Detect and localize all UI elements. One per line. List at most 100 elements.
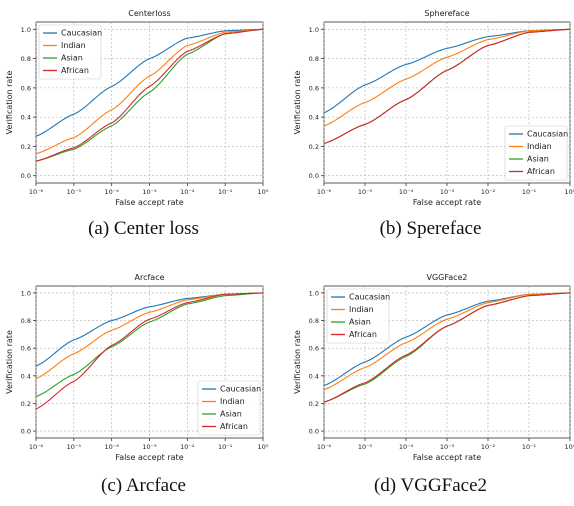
x-tick-label: 10⁻¹: [522, 443, 537, 451]
x-tick-label: 10⁻³: [142, 443, 157, 451]
y-tick-label: 0.4: [309, 372, 319, 380]
legend-label: Indian: [220, 397, 245, 406]
y-tick-label: 0.8: [309, 317, 319, 325]
x-tick-label: 10⁰: [565, 443, 574, 451]
y-tick-label: 1.0: [309, 26, 319, 34]
x-tick-label: 10⁻⁴: [399, 443, 414, 451]
x-tick-label: 10⁻³: [440, 188, 455, 196]
series-line-african: [323, 292, 571, 403]
y-tick-label: 0.4: [21, 372, 31, 380]
caption-d: (d) VGGFace2: [373, 475, 488, 496]
x-tick-label: 10⁻²: [180, 188, 195, 196]
y-tick-label: 0.8: [21, 55, 31, 63]
legend-box: [197, 380, 261, 436]
series-line-asian: [35, 292, 264, 398]
series-line-caucasian: [35, 28, 264, 137]
legend-label: Indian: [349, 305, 374, 314]
x-tick-label: 10⁻⁴: [105, 188, 120, 196]
legend-label: African: [61, 66, 89, 75]
series-line-african: [35, 292, 264, 410]
caption-c: (c) Arcface: [101, 475, 186, 496]
x-tick-label: 10⁻³: [440, 443, 455, 451]
y-axis-label: Verification rate: [293, 330, 302, 394]
x-tick-label: 10⁻⁴: [399, 188, 414, 196]
x-tick-label: 10⁻²: [180, 443, 195, 451]
legend-box: [326, 288, 390, 344]
y-tick-label: 0.4: [309, 114, 319, 122]
x-tick-label: 10⁻⁶: [317, 443, 332, 451]
legend-box: [38, 24, 102, 80]
series-line-indian: [323, 292, 571, 391]
legend-label: Asian: [61, 54, 83, 63]
legend-label: African: [220, 422, 248, 431]
series-line-indian: [35, 28, 264, 155]
caption-a: (a) Center loss: [88, 218, 199, 239]
y-tick-label: 0.8: [309, 55, 319, 63]
y-tick-label: 0.6: [309, 345, 319, 353]
legend-label: Asian: [349, 318, 371, 327]
y-tick-label: 0.6: [21, 84, 31, 92]
y-axis-label: Verification rate: [5, 71, 14, 135]
y-tick-label: 0.2: [21, 400, 31, 408]
y-tick-label: 0.8: [21, 317, 31, 325]
y-axis-label: Verification rate: [5, 330, 14, 394]
chart-panel-2: 10⁻⁶ 10⁻⁵ 10⁻⁴ 10⁻³ 10⁻² 10⁻¹ 10⁰ 0.0 0.2 0.4 0.6 0…: [293, 9, 574, 207]
chart-title: Arcface: [134, 273, 164, 282]
x-tick-label: 10⁻¹: [218, 188, 233, 196]
y-tick-label: 0.0: [309, 172, 319, 180]
legend-label: Indian: [527, 142, 552, 151]
x-axis-label: False accept rate: [115, 198, 183, 207]
caption-b: (b) Spereface: [379, 218, 482, 239]
legend: Caucasian Indian Asian African: [326, 288, 390, 344]
x-tick-label: 10⁻⁶: [29, 443, 44, 451]
y-tick-label: 0.0: [309, 428, 319, 436]
y-tick-label: 1.0: [21, 289, 31, 297]
x-tick-label: 10⁻²: [481, 188, 496, 196]
y-axis-label: Verification rate: [293, 71, 302, 135]
y-tick-label: 0.6: [309, 84, 319, 92]
x-tick-label: 10⁰: [258, 188, 269, 196]
series-line-indian: [323, 28, 571, 127]
x-tick-label: 10⁻³: [142, 188, 157, 196]
y-tick-label: 0.2: [309, 143, 319, 151]
legend-label: Caucasian: [61, 29, 102, 38]
y-tick-label: 0.6: [21, 345, 31, 353]
chart-title: VGGFace2: [426, 273, 467, 282]
chart-title: Sphereface: [424, 9, 469, 18]
chart-title: Centerloss: [128, 9, 170, 18]
legend-label: Indian: [61, 41, 86, 50]
chart-panel-3: 10⁻⁶ 10⁻⁵ 10⁻⁴ 10⁻³ 10⁻² 10⁻¹ 10⁰ 0.0 0.2 0.4 0.6 0…: [5, 273, 269, 462]
legend-label: African: [349, 330, 377, 339]
legend-label: African: [527, 167, 555, 176]
y-tick-label: 1.0: [309, 289, 319, 297]
chart-panel-1: 10⁻⁶ 10⁻⁵ 10⁻⁴ 10⁻³ 10⁻² 10⁻¹ 10⁰ 0.0 0.2 0.4 0.6 0…: [5, 9, 269, 207]
x-tick-label: 10⁻⁵: [358, 188, 373, 196]
y-tick-label: 0.0: [21, 172, 31, 180]
legend-label: Asian: [527, 155, 549, 164]
legend: Caucasian Indian Asian African: [38, 24, 102, 80]
x-tick-label: 10⁻¹: [522, 188, 537, 196]
legend: Caucasian Indian Asian African: [197, 380, 261, 436]
x-tick-label: 10⁻⁴: [105, 443, 120, 451]
y-tick-label: 0.4: [21, 114, 31, 122]
x-tick-label: 10⁻⁵: [67, 188, 82, 196]
legend: Caucasian Indian Asian African: [504, 125, 568, 181]
x-axis-label: False accept rate: [413, 198, 481, 207]
x-tick-label: 10⁻⁶: [317, 188, 332, 196]
legend-box: [504, 125, 568, 181]
x-tick-label: 10⁻⁶: [29, 188, 44, 196]
x-tick-label: 10⁻²: [481, 443, 496, 451]
legend-label: Caucasian: [527, 130, 568, 139]
x-axis-label: False accept rate: [115, 453, 183, 462]
x-tick-label: 10⁻¹: [218, 443, 233, 451]
chart-panel-4: 10⁻⁶ 10⁻⁵ 10⁻⁴ 10⁻³ 10⁻² 10⁻¹ 10⁰ 0.0 0.2 0.4 0.6 0…: [293, 273, 574, 462]
legend-label: Caucasian: [349, 293, 390, 302]
legend-label: Caucasian: [220, 385, 261, 394]
legend-label: Asian: [220, 410, 242, 419]
x-tick-label: 10⁰: [258, 443, 269, 451]
y-tick-label: 0.0: [21, 428, 31, 436]
y-tick-label: 0.2: [309, 400, 319, 408]
x-tick-label: 10⁻⁵: [67, 443, 82, 451]
y-tick-label: 0.2: [21, 143, 31, 151]
